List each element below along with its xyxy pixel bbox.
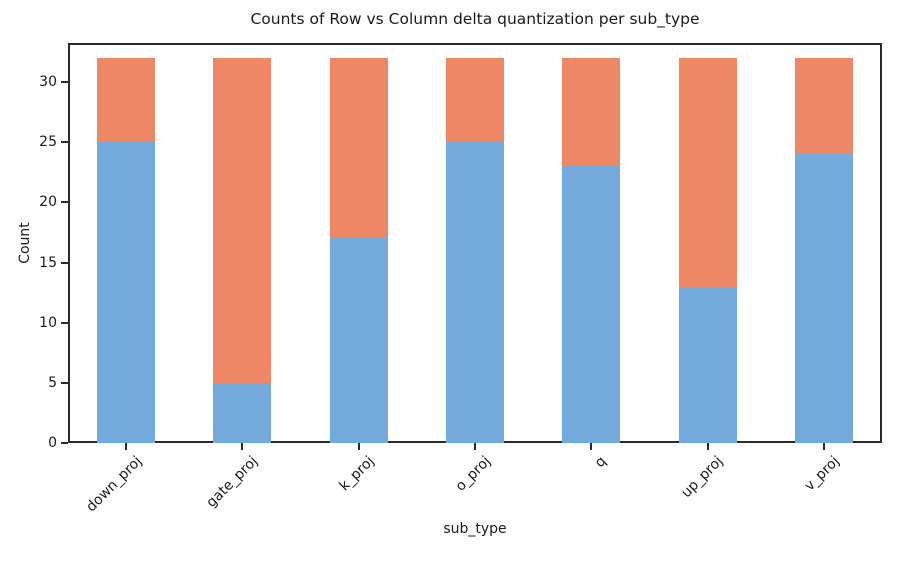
- plot-area: [68, 43, 882, 443]
- bar-segment-bottom-blue-segment: [679, 287, 737, 443]
- bar-segment-top-orange-segment: [97, 58, 155, 142]
- x-tick-mark: [822, 443, 825, 450]
- x-tick-mark: [357, 443, 360, 450]
- x-axis-tick-label: gate_proj: [203, 453, 262, 511]
- bar-segment-top-orange-segment: [213, 58, 271, 383]
- y-tick-mark: [61, 81, 68, 84]
- bar-segment-top-orange-segment: [446, 58, 504, 142]
- bar-segment-bottom-blue-segment: [562, 166, 620, 443]
- x-tick-mark: [125, 443, 128, 450]
- y-tick-mark: [61, 442, 68, 444]
- x-axis-tick-label: o_proj: [452, 453, 494, 495]
- x-tick-mark: [474, 443, 476, 450]
- x-axis-tick-label: k_proj: [336, 453, 378, 495]
- y-tick-mark: [61, 201, 68, 204]
- x-tick-mark: [590, 443, 593, 450]
- y-tick-mark: [61, 321, 68, 324]
- y-axis-tick-label: 5: [48, 374, 57, 391]
- bar-segment-bottom-blue-segment: [97, 142, 155, 443]
- x-axis-label: sub_type: [443, 521, 507, 537]
- bar-segment-top-orange-segment: [562, 58, 620, 166]
- y-axis-tick-label: 20: [39, 194, 57, 211]
- y-axis-tick-label: 30: [39, 74, 57, 91]
- y-axis-tick-label: 0: [48, 435, 57, 451]
- x-tick-mark: [706, 443, 709, 450]
- bar-segment-top-orange-segment: [679, 58, 737, 287]
- bar-segment-bottom-blue-segment: [330, 238, 388, 443]
- bar-segment-bottom-blue-segment: [795, 154, 853, 443]
- x-axis-tick-label: up_proj: [678, 453, 727, 502]
- x-axis-tick-label: down_proj: [82, 453, 145, 516]
- y-axis-tick-label: 10: [39, 314, 57, 331]
- chart-title: Counts of Row vs Column delta quantizati…: [250, 10, 700, 28]
- x-tick-mark: [241, 443, 244, 450]
- bar-segment-bottom-blue-segment: [213, 383, 271, 443]
- y-tick-mark: [61, 381, 68, 384]
- bar-segment-bottom-blue-segment: [446, 142, 504, 443]
- x-axis-tick-label: q: [592, 453, 610, 471]
- y-axis-tick-label: 15: [39, 254, 57, 271]
- y-tick-mark: [61, 141, 68, 144]
- y-axis-tick-label: 25: [39, 134, 57, 151]
- y-tick-mark: [61, 261, 68, 264]
- bar-segment-top-orange-segment: [795, 58, 853, 154]
- x-axis-tick-label: v_proj: [801, 453, 843, 495]
- bar-segment-top-orange-segment: [330, 58, 388, 238]
